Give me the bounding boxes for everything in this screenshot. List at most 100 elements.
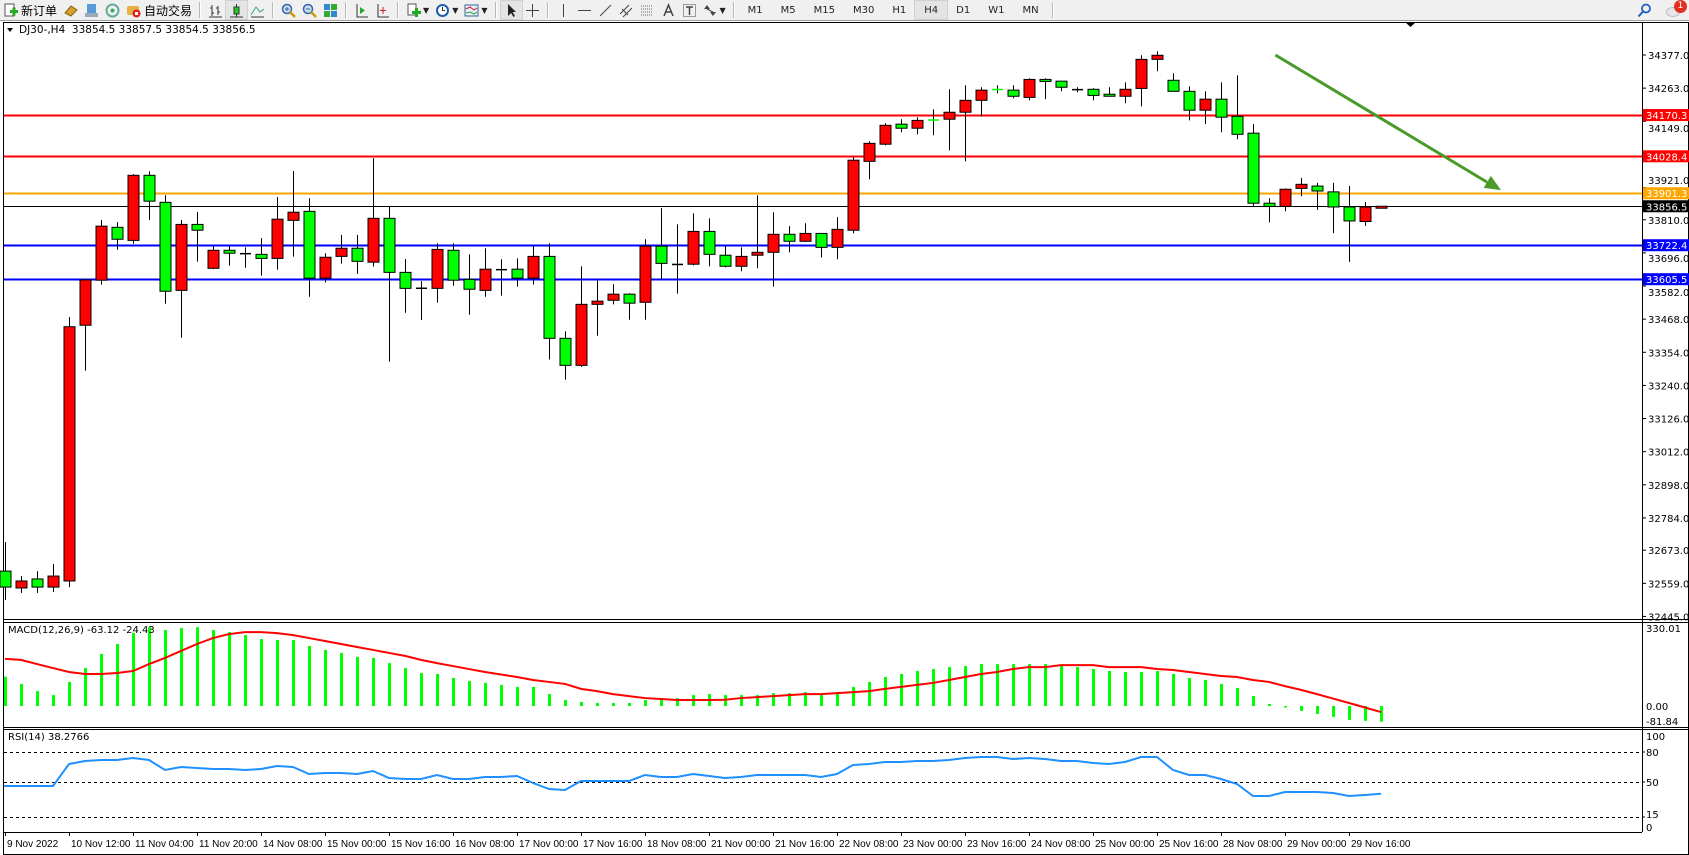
macd-histogram-bar — [532, 686, 535, 706]
periods-icon — [435, 3, 450, 18]
macd-histogram-bar — [132, 633, 135, 706]
timeframe-W1[interactable]: W1 — [979, 1, 1013, 19]
macd-label: MACD(12,26,9) -63.12 -24.43 — [8, 625, 155, 636]
indicators-button[interactable]: ▼ — [403, 1, 432, 19]
trendline-button[interactable] — [595, 1, 616, 19]
chart-shift-marker-icon — [1405, 22, 1416, 27]
arrows-button[interactable]: ▼ — [700, 1, 729, 19]
dropdown-arrow-icon: ▼ — [423, 5, 430, 15]
timeframe-H1[interactable]: H1 — [883, 1, 915, 19]
candle-body — [1039, 78, 1052, 82]
macd-tick-label: 0.00 — [1646, 702, 1668, 713]
price-tick-label: 32673.0 — [1648, 546, 1689, 557]
candle — [175, 220, 188, 338]
price-tick-label: 32898.0 — [1648, 481, 1689, 492]
messages-icon[interactable]: 1 — [1666, 0, 1687, 18]
horizontal-line-button[interactable] — [574, 1, 595, 19]
timeframe-D1[interactable]: D1 — [947, 1, 979, 19]
chart-shift-button[interactable] — [372, 1, 393, 19]
crosshair-button[interactable] — [522, 1, 543, 19]
timeframe-M1[interactable]: M1 — [739, 1, 772, 19]
candle-body — [1263, 202, 1276, 207]
arrows-icon — [703, 3, 718, 18]
timeframe-MN[interactable]: MN — [1013, 1, 1047, 19]
candle — [1279, 188, 1292, 212]
candle-body — [863, 142, 876, 162]
price-level-label-box — [1643, 187, 1689, 200]
time-tick-label: 14 Nov 08:00 — [263, 839, 323, 850]
zoom-out-button[interactable] — [299, 1, 320, 19]
candle-body — [1135, 58, 1148, 89]
time-tick-label: 17 Nov 16:00 — [583, 839, 643, 850]
candle — [511, 258, 524, 287]
price-tick-label: 33468.0 — [1648, 315, 1689, 326]
candle — [1199, 91, 1212, 125]
text-button[interactable] — [658, 1, 679, 19]
tile-windows-button[interactable] — [320, 1, 341, 19]
autotrading-icon — [126, 3, 141, 18]
macd-histogram-bar — [1348, 706, 1351, 720]
history-center-button[interactable] — [60, 1, 81, 19]
timeframe-M30[interactable]: M30 — [844, 1, 883, 19]
fibonacci-button[interactable] — [637, 1, 658, 19]
candle-body — [31, 578, 44, 588]
candle — [1263, 198, 1276, 223]
templates-button[interactable]: ▼ — [461, 1, 490, 19]
search-icon[interactable] — [1637, 3, 1652, 18]
cursor-button[interactable] — [499, 0, 523, 20]
macd-histogram-bar — [180, 628, 183, 706]
line-chart-button[interactable] — [247, 1, 268, 19]
vertical-line-button[interactable] — [553, 1, 574, 19]
price-level-label-box — [1643, 200, 1689, 213]
auto-scroll-button[interactable] — [351, 1, 372, 19]
macd-histogram-bar — [948, 667, 951, 706]
signals-button[interactable] — [102, 1, 123, 19]
time-tick-label: 24 Nov 08:00 — [1031, 839, 1091, 850]
indicators-icon — [406, 3, 422, 18]
periods-button[interactable]: ▼ — [432, 1, 461, 19]
candle — [687, 213, 700, 266]
time-tick-label: 15 Nov 00:00 — [327, 839, 387, 850]
timeframe-label: M30 — [853, 4, 875, 16]
timeframe-M15[interactable]: M15 — [805, 1, 844, 19]
time-tick-label: 29 Nov 00:00 — [1287, 839, 1347, 850]
candle — [416, 281, 427, 321]
candle — [335, 234, 348, 264]
axes: 34377.0 34263.0 34149.0 33921.0 33810.0 33696… — [5, 51, 1689, 850]
candle — [992, 85, 1003, 94]
candle — [928, 109, 939, 136]
bar-chart-button[interactable] — [205, 1, 226, 19]
timeframe-H4[interactable]: H4 — [914, 0, 949, 20]
candle-body — [79, 279, 92, 326]
timeframe-M5[interactable]: M5 — [772, 1, 805, 19]
candle — [879, 123, 892, 146]
candlestick-chart-button[interactable] — [225, 0, 249, 20]
time-tick-label: 15 Nov 16:00 — [391, 839, 451, 850]
macd-histogram-bar — [1188, 677, 1191, 706]
macd-histogram-bar — [580, 702, 583, 706]
text-label-button[interactable] — [679, 1, 700, 19]
strategy-tester-button[interactable] — [81, 1, 102, 19]
candle-body — [1311, 185, 1324, 192]
time-tick-label: 11 Nov 04:00 — [135, 839, 194, 850]
candle-body — [1055, 80, 1068, 88]
macd-histogram-bar — [116, 644, 119, 706]
candle-body — [1295, 183, 1308, 189]
time-tick-label: 28 Nov 08:00 — [1223, 839, 1283, 850]
collapse-triangle-icon[interactable] — [7, 28, 13, 32]
text-label-icon — [682, 3, 697, 18]
candle-body — [399, 271, 412, 289]
candle — [383, 206, 396, 362]
candle — [367, 158, 380, 267]
candle-body — [223, 249, 236, 254]
macd-histogram-bar — [1268, 704, 1271, 706]
rsi-tick-label: 15 — [1646, 810, 1659, 821]
new-order-button[interactable]: 新订单 — [0, 1, 60, 19]
macd-histogram-bar — [1380, 706, 1383, 722]
autotrading-button[interactable]: 自动交易 — [123, 1, 195, 19]
zoom-in-button[interactable] — [278, 1, 299, 19]
equidistant-channel-button[interactable] — [616, 1, 637, 19]
chart-header: DJ30-,H4 33854.5 33857.5 33854.5 33856.5 — [19, 24, 256, 36]
candle — [559, 331, 572, 380]
